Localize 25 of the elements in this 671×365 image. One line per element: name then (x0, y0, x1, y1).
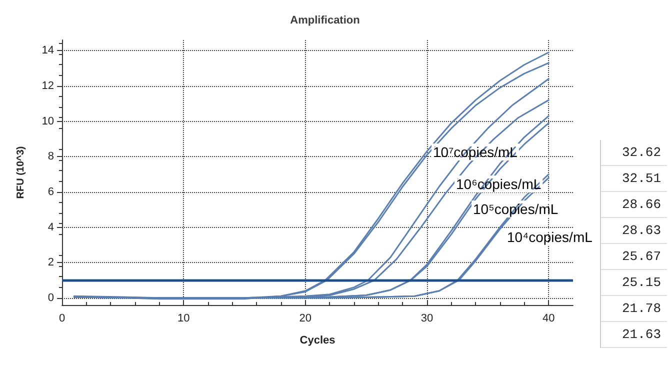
text: 25.67 (601, 244, 667, 270)
y-tick-label: 10 (42, 115, 54, 128)
y-tick-label: 8 (48, 150, 54, 163)
x-tick-label: 40 (542, 312, 555, 324)
x-tick-label: 10 (178, 312, 190, 324)
text: 21.78 (601, 296, 667, 322)
chart-title: Amplification (290, 14, 360, 26)
text: 32.51 (601, 166, 667, 192)
x-tick-label: 20 (299, 312, 312, 324)
y-axis-title: RFU (10^3) (16, 146, 26, 199)
text: 32.62 (601, 140, 667, 166)
y-tick-label: 0 (48, 292, 54, 304)
y-tick-label: 14 (42, 44, 54, 57)
text: 25.15 (601, 270, 667, 296)
annotation: 10⁴copies/mL (507, 229, 593, 245)
y-tick-label: 2 (48, 256, 54, 269)
x-tick-label: 0 (58, 312, 66, 324)
x-tick-label: 30 (420, 312, 434, 324)
y-tick-label: 4 (48, 221, 54, 234)
y-tick-label: 6 (48, 186, 54, 198)
text: 21.63 (601, 322, 667, 348)
y-tick-label: 12 (42, 80, 54, 92)
text: 28.66 (601, 192, 667, 218)
x-axis-title: Cycles (300, 334, 336, 346)
text: 28.63 (601, 218, 667, 244)
